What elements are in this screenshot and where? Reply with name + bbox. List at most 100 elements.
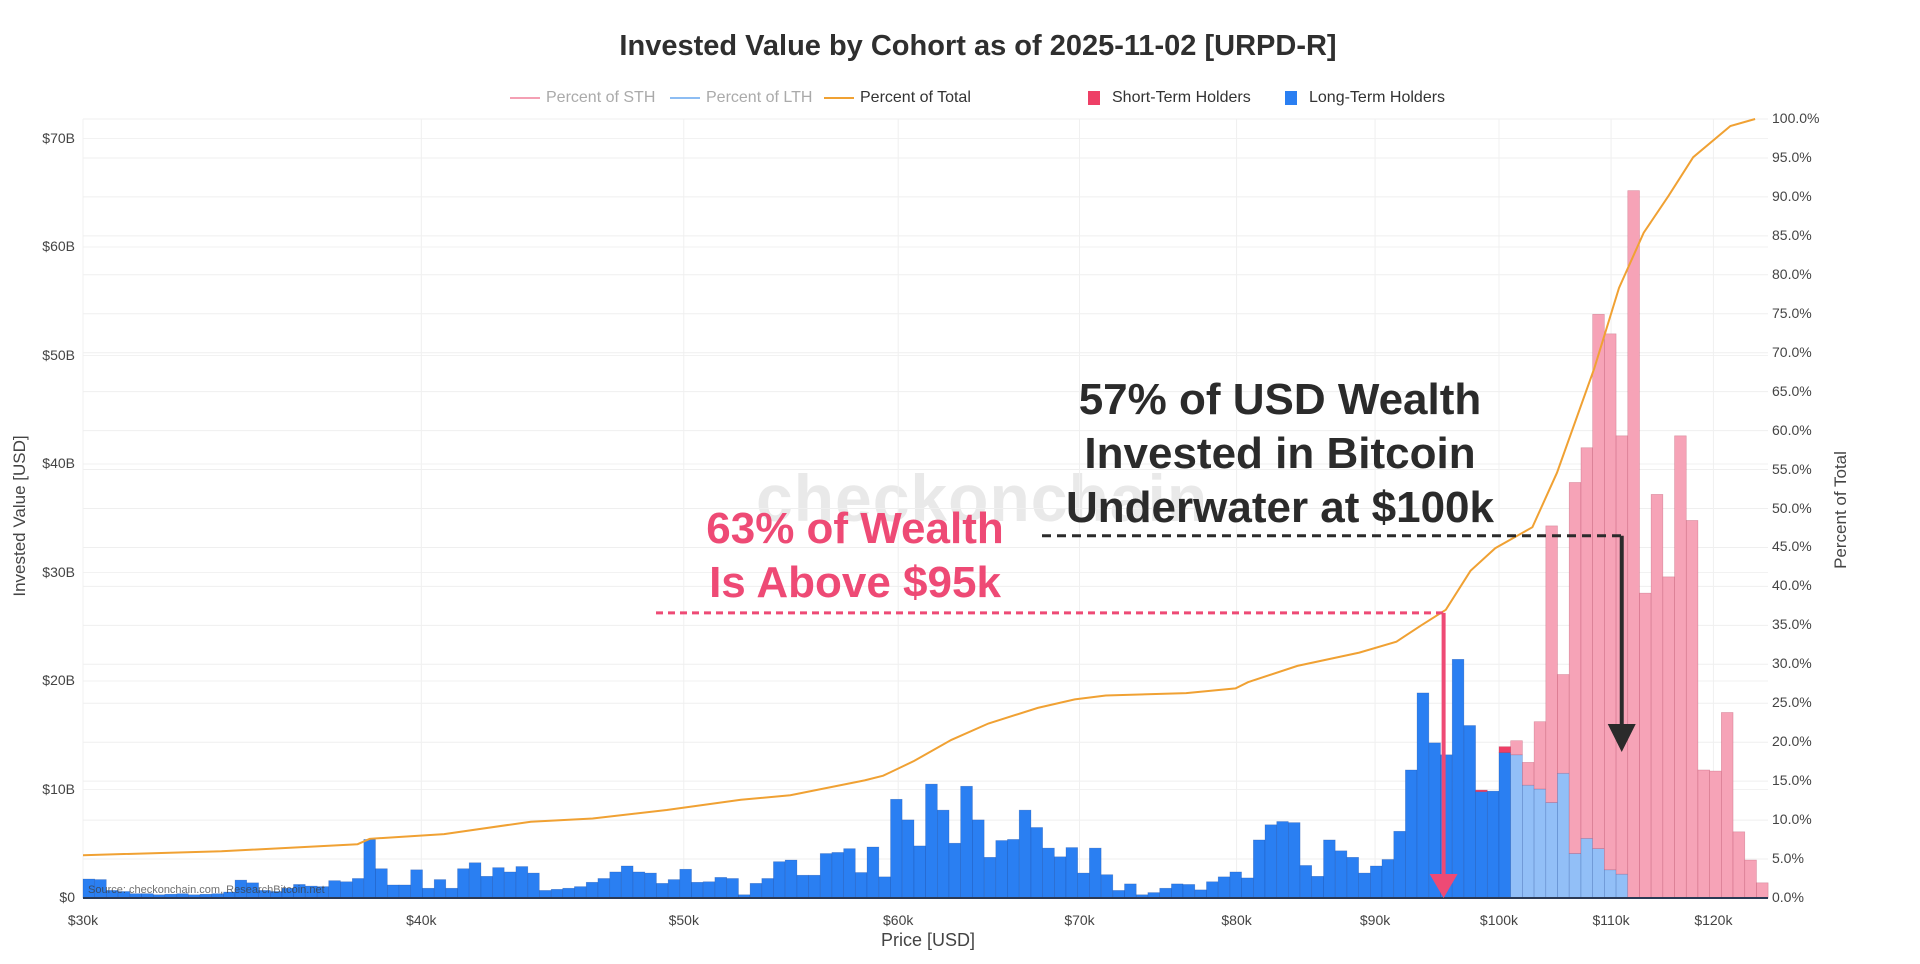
bar-short-term-holders[interactable] [1756,882,1769,899]
bar-long-term-holders[interactable] [457,868,470,899]
bar-long-term-holders[interactable] [948,842,961,899]
bar-long-term-holders[interactable] [550,889,564,899]
bar-long-term-holders[interactable] [340,881,353,899]
line-percent-of-total[interactable] [82,118,1756,857]
bar-long-term-holders[interactable] [796,874,809,899]
bar-long-term-holders[interactable] [1077,872,1090,899]
bar-short-term-holders[interactable] [1604,333,1617,871]
bar-short-term-holders[interactable] [1627,190,1640,899]
bar-long-term-holders[interactable] [363,839,376,899]
bar-long-term-holders[interactable] [1241,877,1254,899]
bar-long-term-holders[interactable] [1346,857,1359,899]
bar-long-term-holders[interactable] [843,848,856,899]
bar-long-term-holders[interactable] [925,783,938,899]
bar-long-term-holders[interactable] [995,840,1008,899]
bar-long-term-holders[interactable] [597,878,611,899]
bar-long-term-holders[interactable] [937,809,950,899]
bar-long-term-holders[interactable] [679,868,692,899]
bar-short-term-holders[interactable] [1557,674,1570,774]
bar-long-term-holders[interactable] [527,872,540,899]
bar-long-term-holders[interactable] [515,866,529,899]
bar-long-term-holders[interactable] [585,881,599,899]
bar-long-term-holders[interactable] [808,874,821,899]
bar-short-term-holders[interactable] [1744,859,1757,899]
bar-short-term-holders[interactable] [1592,313,1605,849]
bar-long-term-holders[interactable] [667,879,681,899]
bar-long-term-holders[interactable] [468,862,482,899]
bar-long-term-holders[interactable] [1089,847,1102,899]
bar-long-term-holders[interactable] [1264,824,1278,899]
bar-short-term-holders[interactable] [1697,769,1710,899]
bar-long-term-holders[interactable] [1486,790,1500,899]
bar-long-term-holders[interactable] [1100,874,1114,899]
bar-short-term-holders[interactable] [1662,576,1675,899]
bar-long-term-holders[interactable] [761,878,774,899]
bar-long-term-holders[interactable] [1381,859,1395,899]
bar-short-term-holders[interactable] [1545,525,1558,803]
bar-long-term-holders[interactable] [1182,884,1196,899]
bar-short-term-holders[interactable] [1568,482,1582,854]
bar-long-term-holders[interactable] [644,872,657,899]
bar-long-term-holders[interactable] [1276,821,1289,899]
bar-long-term-holders[interactable] [1007,839,1020,899]
bar-long-term-holders[interactable] [656,883,669,899]
bar-long-term-holders[interactable] [574,886,587,899]
bar-long-term-holders[interactable] [1194,889,1207,899]
bar-long-term-holders[interactable] [1604,869,1617,899]
legend-percent-total[interactable]: Percent of Total [824,88,971,108]
bar-long-term-holders[interactable] [1159,887,1172,899]
bar-long-term-holders[interactable] [726,878,739,899]
bar-long-term-holders[interactable] [1615,873,1629,899]
bar-long-term-holders[interactable] [784,859,798,899]
bar-short-term-holders[interactable] [1685,520,1699,899]
bar-short-term-holders[interactable] [1732,831,1746,899]
legend-percent-lth[interactable]: Percent of LTH [670,88,812,108]
bar-long-term-holders[interactable] [387,884,400,899]
bar-short-term-holders[interactable] [1674,435,1687,899]
bar-long-term-holders[interactable] [1253,839,1266,899]
bar-long-term-holders[interactable] [410,869,423,899]
bar-long-term-holders[interactable] [960,785,973,899]
legend-short-term-holders[interactable]: Short-Term Holders [1088,88,1251,108]
bar-short-term-holders[interactable] [1498,746,1511,753]
bar-long-term-holders[interactable] [1018,809,1032,899]
bar-long-term-holders[interactable] [854,872,868,899]
bar-long-term-holders[interactable] [749,883,763,899]
bar-long-term-holders[interactable] [562,887,575,899]
bar-long-term-holders[interactable] [983,857,997,899]
bar-long-term-holders[interactable] [492,867,505,899]
bar-long-term-holders[interactable] [1030,827,1043,899]
bar-long-term-holders[interactable] [1510,754,1523,899]
bar-long-term-holders[interactable] [422,887,435,899]
bar-long-term-holders[interactable] [1124,883,1137,899]
bar-long-term-holders[interactable] [714,877,728,899]
bar-long-term-holders[interactable] [398,884,412,899]
bar-short-term-holders[interactable] [1709,770,1722,899]
bar-long-term-holders[interactable] [480,876,493,899]
bar-long-term-holders[interactable] [901,819,915,899]
bar-long-term-holders[interactable] [1533,788,1547,899]
bar-long-term-holders[interactable] [1451,659,1465,899]
bar-long-term-holders[interactable] [1299,865,1313,899]
legend-percent-sth[interactable]: Percent of STH [510,88,655,108]
bar-long-term-holders[interactable] [1171,883,1184,899]
bar-long-term-holders[interactable] [1568,853,1582,899]
bar-long-term-holders[interactable] [375,868,388,899]
bar-long-term-holders[interactable] [1065,847,1078,899]
bar-long-term-holders[interactable] [1311,876,1324,899]
bar-long-term-holders[interactable] [1288,822,1301,899]
bar-long-term-holders[interactable] [539,890,552,899]
bar-long-term-holders[interactable] [1557,772,1570,899]
bar-long-term-holders[interactable] [702,881,716,899]
bar-long-term-holders[interactable] [503,871,517,899]
bar-long-term-holders[interactable] [1475,791,1488,899]
bar-long-term-holders[interactable] [831,852,844,899]
bar-long-term-holders[interactable] [972,819,985,899]
bar-long-term-holders[interactable] [620,865,634,899]
bar-long-term-holders[interactable] [1112,890,1125,899]
bar-short-term-holders[interactable] [1475,789,1488,792]
bar-short-term-holders[interactable] [1510,740,1523,756]
bar-long-term-holders[interactable] [445,887,458,899]
bar-long-term-holders[interactable] [1334,850,1348,899]
